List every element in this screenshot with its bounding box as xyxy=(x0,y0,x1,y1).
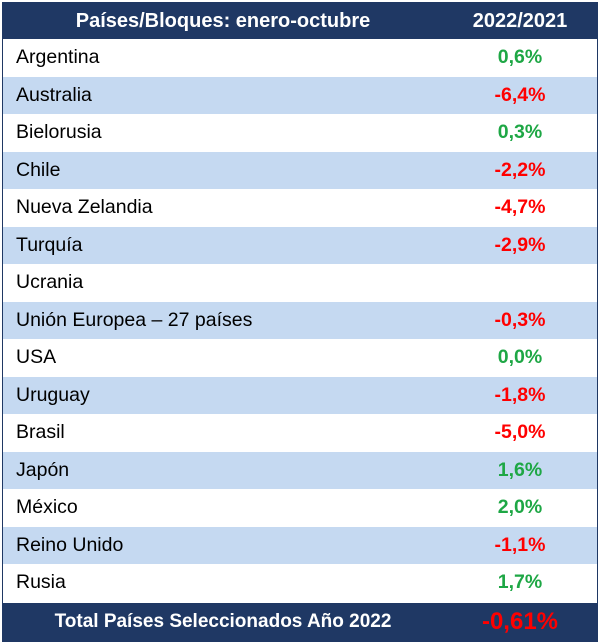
country-cell: Brasil xyxy=(16,421,65,444)
value-cell: 0,6% xyxy=(497,46,543,69)
value-cell: -1,8% xyxy=(494,383,546,406)
table-row: Bielorusia 0,3% xyxy=(3,114,597,152)
table-row: Nueva Zelandia -4,7% xyxy=(3,189,597,227)
table-row: USA 0,0% xyxy=(3,339,597,377)
value-cell: -1,1% xyxy=(494,533,546,556)
country-cell: Chile xyxy=(16,158,61,181)
country-cell: Turquía xyxy=(16,233,83,256)
table-row: Chile -2,2% xyxy=(3,151,597,189)
value-cell: -6,4% xyxy=(494,83,546,106)
table-row: Rusia 1,7% xyxy=(3,564,597,602)
table-row: Reino Unido -1,1% xyxy=(3,526,597,564)
country-cell: Australia xyxy=(16,83,92,106)
column-header-period: 2022/2021 xyxy=(472,9,568,32)
table-footer-total: Total Países Seleccionados Año 2022 -0,6… xyxy=(3,603,597,641)
table-row: México 2,0% xyxy=(3,489,597,527)
value-cell: 1,6% xyxy=(497,458,543,481)
value-cell: 1,7% xyxy=(497,571,543,594)
value-cell: 0,0% xyxy=(497,346,543,369)
value-cell: 2,0% xyxy=(497,496,543,519)
table-header: Países/Bloques: enero-octubre 2022/2021 xyxy=(3,3,597,39)
table-row: Australia -6,4% xyxy=(3,76,597,114)
table-row: Turquía -2,9% xyxy=(3,226,597,264)
total-label: Total Países Seleccionados Año 2022 xyxy=(54,611,392,632)
table-row: Brasil -5,0% xyxy=(3,414,597,452)
value-cell: -4,7% xyxy=(494,196,546,219)
country-cell: USA xyxy=(16,346,57,369)
table-row: Unión Europea – 27 países -0,3% xyxy=(3,301,597,339)
country-cell: México xyxy=(16,496,78,519)
value-cell: -2,2% xyxy=(494,158,546,181)
country-cell: Japón xyxy=(16,458,70,481)
country-cell: Reino Unido xyxy=(16,533,124,556)
country-cell: Uruguay xyxy=(16,383,90,406)
value-cell: 0,3% xyxy=(497,121,543,144)
total-value: -0,61% xyxy=(481,608,559,635)
country-cell: Nueva Zelandia xyxy=(16,196,153,219)
table-row: Argentina 0,6% xyxy=(3,39,597,77)
value-cell: -0,3% xyxy=(494,308,546,331)
country-cell: Ucrania xyxy=(16,271,84,294)
country-cell: Unión Europea – 27 países xyxy=(16,308,253,331)
value-cell: -2,9% xyxy=(494,233,546,256)
table-row: Ucrania xyxy=(3,264,597,302)
table-row: Uruguay -1,8% xyxy=(3,376,597,414)
table-row: Japón 1,6% xyxy=(3,451,597,489)
value-cell: -5,0% xyxy=(494,421,546,444)
country-cell: Bielorusia xyxy=(16,121,102,144)
country-cell: Rusia xyxy=(16,571,66,594)
column-header-country: Países/Bloques: enero-octubre xyxy=(75,9,371,32)
country-cell: Argentina xyxy=(16,46,100,69)
table-body: Argentina 0,6% Australia -6,4% Bielorusia 0,3… xyxy=(3,39,597,602)
